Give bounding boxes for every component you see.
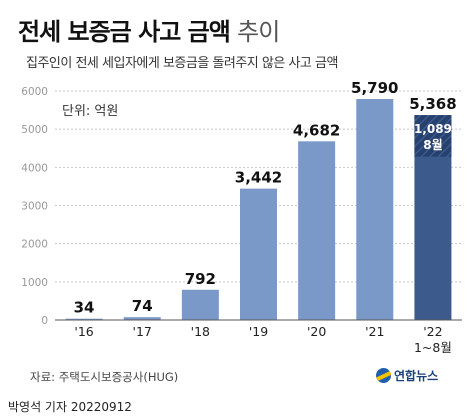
bar [356,99,394,320]
value-label: 74 [132,297,153,315]
x-tick-sublabel: 1~8월 [414,340,452,355]
bars [65,99,452,320]
yonhap-logo-text: 연합뉴스 [394,369,439,383]
chart-subtitle: 집주인이 전세 세입자에게 보증금을 돌려주지 않은 사고 금액 [26,56,338,71]
yonhap-logo-icon [376,368,391,383]
y-tick-label: 0 [41,315,48,327]
x-tick-label: '19 [249,324,268,339]
chart-title-suffix: 추이 [237,18,280,46]
x-tick-label: '18 [191,324,210,339]
x-tick-label: '16 [74,324,93,339]
y-tick-label: 2000 [21,239,48,251]
y-tick-label: 3000 [21,201,48,213]
byline: 박영석 기자 20220912 [8,400,132,414]
y-tick-label: 4000 [21,162,48,174]
bar-highlight-segment [414,115,452,157]
chart-title-main: 전세 보증금 사고 금액 [18,18,231,46]
x-axis: '16 '17 '18 '19 '20 '21 '221~8월 [55,319,462,355]
yonhap-logo: 연합뉴스 [376,367,438,384]
x-tick-label: '21 [365,324,384,339]
bar [181,289,219,320]
value-label: 5,790 [351,79,398,97]
x-tick-label: '22 [423,324,442,339]
source-note: 자료: 주택도시보증공사(HUG) [30,370,179,384]
bar [123,317,161,320]
value-label: 34 [74,299,95,317]
x-tick-label: '17 [133,324,152,339]
segment-value-label: 1,089 [414,122,452,136]
value-label: 792 [185,270,216,288]
chart-title: 전세 보증금 사고 금액 추이 [18,12,280,47]
y-tick-label: 6000 [21,86,48,98]
y-axis: 0 1000 2000 3000 4000 5000 6000 [21,86,48,327]
value-label: 5,368 [409,95,456,113]
unit-label: 단위: 억원 [62,104,118,119]
x-tick-label: '20 [307,324,326,339]
y-tick-label: 5000 [21,124,48,136]
value-label: 4,682 [293,121,340,139]
segment-period-label: 8월 [423,137,442,152]
y-tick-label: 1000 [21,277,48,289]
value-label: 3,442 [235,169,282,187]
bar [65,318,103,320]
bar [240,188,277,320]
bar [298,141,336,320]
